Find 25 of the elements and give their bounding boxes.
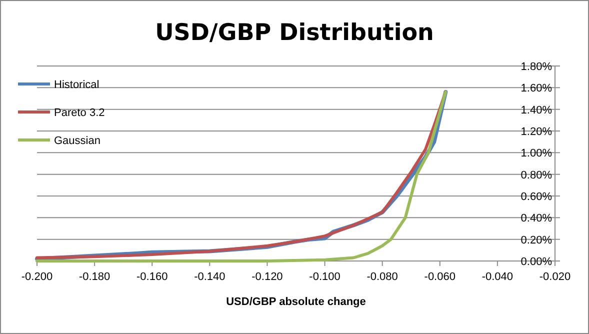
y-tick-label: 1.00% [520, 148, 552, 160]
x-tick-label: -0.160 [136, 271, 168, 283]
x-tick-label: -0.040 [482, 271, 514, 283]
y-tick-label: 0.40% [520, 212, 552, 225]
y-tick-label: 0.80% [520, 169, 552, 182]
x-axis-title: USD/GBP absolute change [226, 296, 366, 308]
y-tick-label: 1.80% [520, 61, 552, 73]
x-tick-label: -0.080 [366, 271, 398, 283]
y-tick-label: 0.60% [520, 191, 552, 203]
x-tick-label: -0.060 [424, 271, 456, 283]
chart-title: USD/GBP Distribution [155, 20, 434, 46]
x-tick-label: -0.100 [309, 271, 340, 283]
y-tick-label: 1.60% [520, 82, 552, 95]
x-tick-label: -0.120 [252, 271, 283, 283]
legend-label: Historical [54, 79, 100, 91]
x-tick-label: -0.020 [539, 271, 571, 283]
y-tick-label: 1.40% [520, 104, 552, 116]
y-tick-label: 1.20% [520, 126, 552, 138]
x-tick-label: -0.180 [78, 271, 110, 283]
legend-label: Gaussian [54, 135, 100, 147]
legend-label: Pareto 3.2 [54, 107, 105, 119]
y-tick-label: 0.00% [520, 256, 552, 268]
x-tick-label: -0.200 [21, 271, 53, 283]
y-tick-label: 0.20% [520, 234, 552, 246]
x-tick-label: -0.140 [194, 271, 226, 283]
